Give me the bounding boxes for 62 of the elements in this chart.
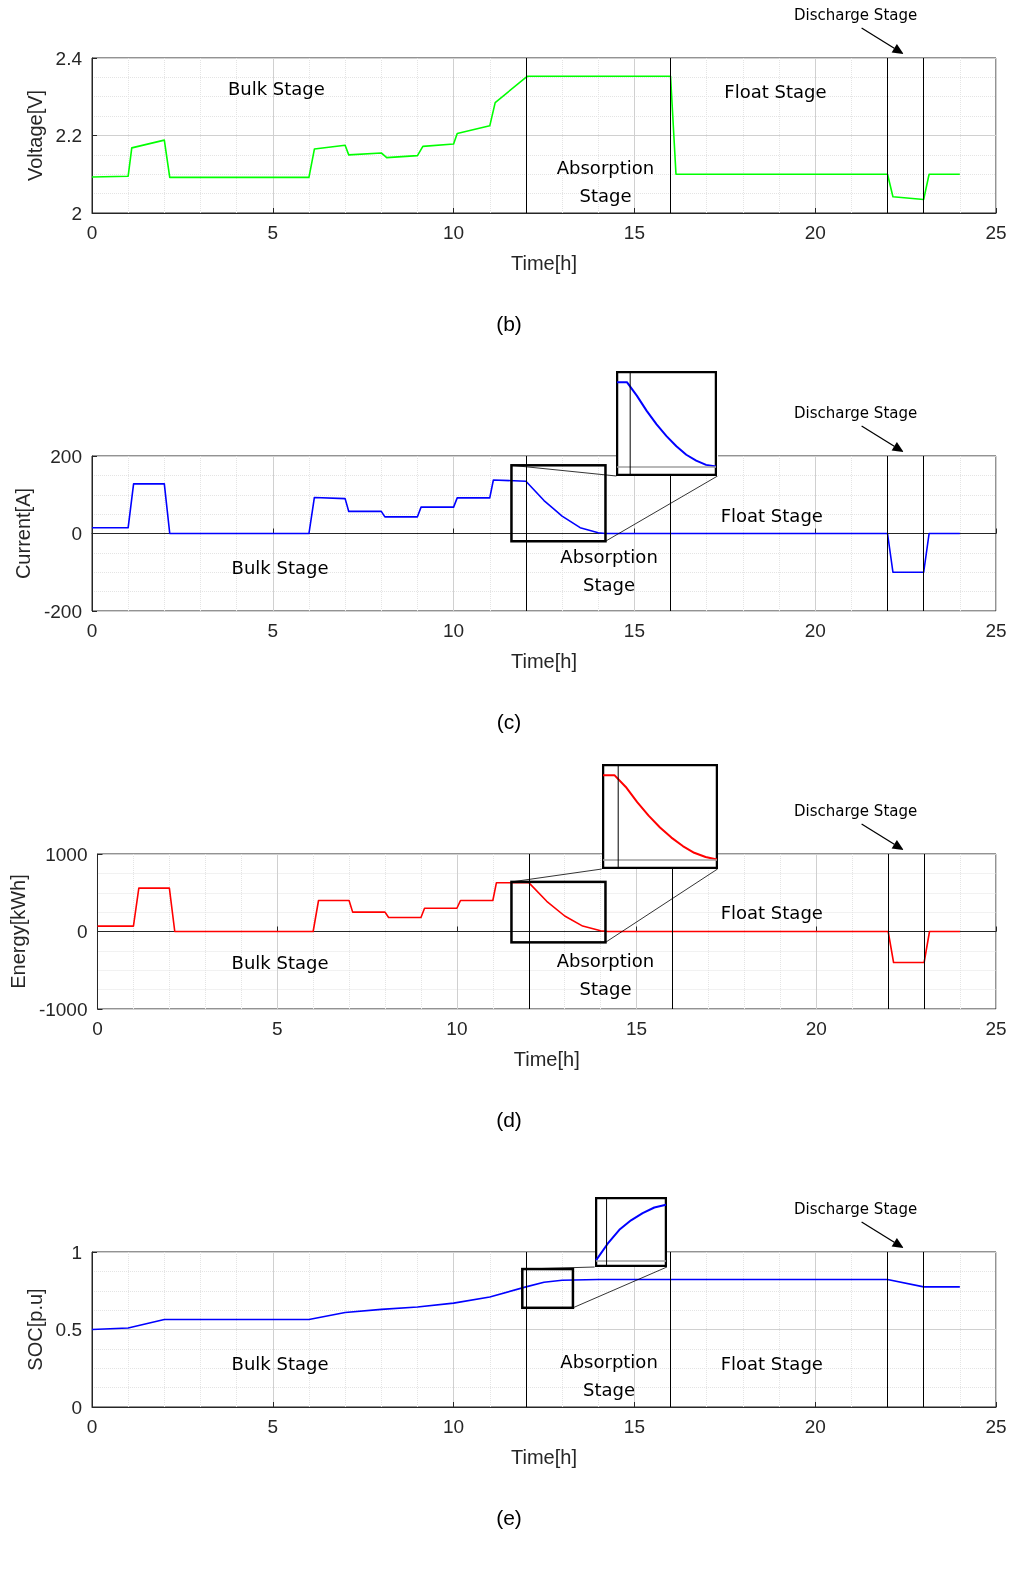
- y-tick-label: 200: [50, 445, 82, 467]
- y-tick-label: -1000: [38, 998, 88, 1020]
- y-tick-label: 1000: [45, 843, 88, 865]
- annotation: Bulk Stage: [230, 950, 330, 975]
- text: Discharge Stage: [793, 404, 918, 422]
- text: (e): [496, 1506, 522, 1529]
- y-tick-label: 2: [71, 202, 82, 224]
- x-tick-label: 20: [805, 1018, 827, 1039]
- x-tick-label: 20: [804, 620, 826, 641]
- x-tick-label: 15: [623, 620, 645, 641]
- y-axis-title: Energy[kWh]: [7, 874, 29, 989]
- x-tick-label: 5: [271, 1018, 283, 1039]
- x-axis-title: Time[h]: [511, 650, 577, 672]
- text: Discharge Stage: [793, 802, 918, 820]
- annotation: Float Stage: [719, 900, 824, 925]
- annotation: Absorption Stage: [559, 1350, 659, 1402]
- x-tick-label: 10: [443, 1416, 465, 1437]
- x-axis-title: Time[h]: [511, 1446, 577, 1468]
- x-tick-label: 0: [92, 1018, 103, 1039]
- y-axis-title: Voltage[V]: [23, 89, 46, 182]
- x-tick-label: 15: [623, 222, 645, 243]
- x-tick-label: 20: [804, 222, 826, 243]
- x-tick-label: 20: [804, 1416, 826, 1437]
- x-tick-label: 5: [267, 620, 279, 641]
- annotation: Absorption Stage: [559, 544, 659, 597]
- y-tick-label: 0: [76, 921, 88, 942]
- x-tick-label: 25: [985, 222, 1007, 243]
- x-tick-label: 25: [985, 1416, 1007, 1437]
- y-tick-label: -200: [43, 600, 82, 622]
- annotation: Absorption Stage: [555, 948, 656, 1001]
- y-tick-label: 2.4: [55, 47, 83, 69]
- annotation: Float Stage: [719, 1351, 824, 1376]
- y-axis-title: Current[A]: [12, 487, 35, 580]
- x-tick-label: 15: [626, 1018, 648, 1039]
- annotation: Float Stage: [719, 504, 824, 529]
- y-tick-label: 1: [71, 1241, 82, 1263]
- annotation: Bulk Stage: [230, 1351, 330, 1376]
- x-tick-label: 5: [267, 1416, 279, 1437]
- text: (d): [496, 1108, 522, 1131]
- x-tick-label: 10: [443, 222, 465, 243]
- text: (b): [496, 312, 522, 335]
- x-tick-label: 10: [446, 1018, 468, 1039]
- y-tick-label: 0: [71, 1396, 82, 1418]
- y-tick-label: 2.2: [55, 125, 82, 146]
- x-tick-label: 10: [443, 620, 465, 641]
- x-tick-label: 5: [267, 222, 279, 243]
- text: Discharge Stage: [793, 1200, 918, 1218]
- line-series: [91, 1278, 961, 1331]
- annotation: Float Stage: [723, 80, 828, 105]
- annotation: Absorption Stage: [555, 156, 656, 208]
- y-tick-label: 0.5: [55, 1319, 82, 1340]
- y-tick-label: 0: [71, 523, 82, 544]
- x-tick-label: 25: [985, 620, 1007, 641]
- x-axis-title: Time[h]: [511, 252, 577, 274]
- x-tick-label: 15: [623, 1416, 645, 1437]
- x-tick-label: 25: [985, 1018, 1007, 1039]
- text: Discharge Stage: [793, 6, 918, 24]
- text: (c): [496, 710, 522, 733]
- x-axis-title: Time[h]: [513, 1048, 580, 1070]
- annotation: Bulk Stage: [230, 555, 330, 580]
- annotation: Bulk Stage: [226, 77, 326, 101]
- y-axis-title: SOC[p.u]: [23, 1288, 46, 1371]
